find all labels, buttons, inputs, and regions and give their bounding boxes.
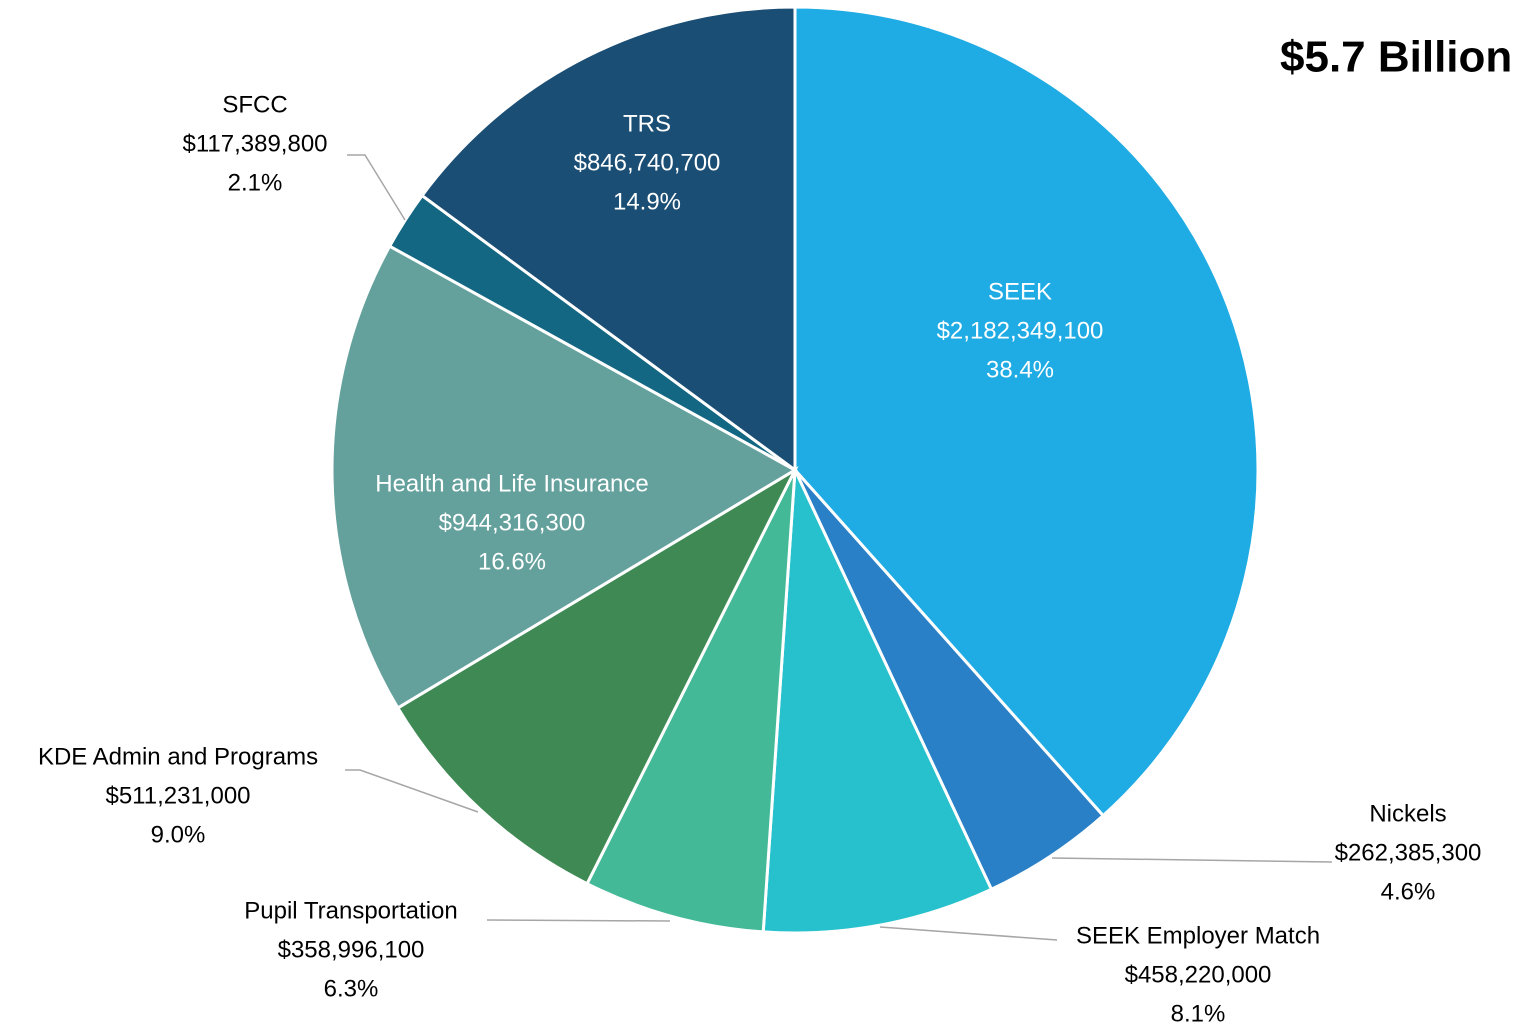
slice-percent-label: 9.0% — [151, 821, 206, 848]
slice-percent-label: 8.1% — [1171, 1000, 1226, 1027]
slice-value-label: $358,996,100 — [278, 936, 425, 963]
leader-line — [347, 154, 406, 221]
slice-value-label: $846,740,700 — [574, 149, 721, 176]
pie-slice — [330, 244, 799, 710]
slice-value-label: $511,231,000 — [105, 782, 250, 809]
slice-value-label: $262,385,300 — [1335, 839, 1482, 866]
slice-label: SEEK Employer Match — [1076, 922, 1320, 949]
pie-slice — [419, 5, 797, 473]
leader-line — [1051, 857, 1333, 863]
leader-line — [879, 926, 1058, 941]
slice-label: Pupil Transportation — [244, 897, 457, 924]
leader-line — [345, 769, 479, 813]
pie-slice — [761, 464, 994, 935]
slice-value-label: $944,316,300 — [439, 509, 586, 536]
slice-label: KDE Admin and Programs — [38, 743, 318, 770]
slice-label: Health and Life Insurance — [375, 470, 649, 497]
slice-percent-label: 4.6% — [1381, 878, 1436, 905]
slice-label: Nickels — [1369, 800, 1446, 827]
chart-title: $5.7 Billion — [1280, 33, 1512, 82]
slice-label: SEEK — [988, 278, 1052, 305]
slice-percent-label: 2.1% — [228, 169, 283, 196]
slice-label: TRS — [623, 110, 671, 137]
slice-value-label: $2,182,349,100 — [937, 317, 1104, 344]
slice-value-label: $117,389,800 — [182, 130, 327, 157]
pie-slice — [793, 5, 1260, 818]
pie-slice — [395, 466, 799, 886]
pie-slice — [585, 469, 797, 934]
slice-percent-label: 38.4% — [986, 356, 1054, 383]
slice-percent-label: 6.3% — [324, 975, 379, 1002]
slice-percent-label: 14.9% — [613, 188, 681, 215]
slice-value-label: $458,220,000 — [1125, 961, 1272, 988]
slice-label: SFCC — [222, 91, 287, 118]
leader-line — [486, 919, 671, 922]
slice-percent-label: 16.6% — [478, 548, 546, 575]
